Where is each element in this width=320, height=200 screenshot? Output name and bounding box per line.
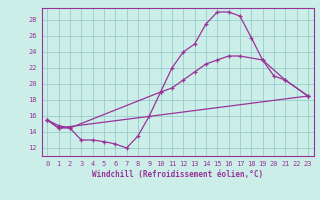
- X-axis label: Windchill (Refroidissement éolien,°C): Windchill (Refroidissement éolien,°C): [92, 170, 263, 179]
